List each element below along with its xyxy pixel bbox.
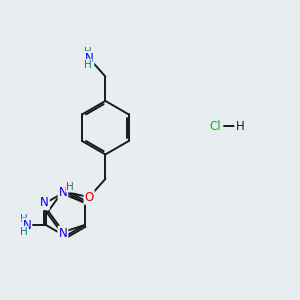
Text: H: H	[84, 46, 92, 57]
Text: H: H	[20, 214, 28, 224]
Text: N: N	[58, 227, 67, 240]
Text: H: H	[236, 120, 244, 133]
Text: N: N	[40, 196, 49, 209]
Text: O: O	[84, 191, 94, 204]
Text: N: N	[58, 186, 67, 199]
Text: Cl: Cl	[210, 120, 221, 133]
Text: N: N	[22, 218, 31, 232]
Text: N: N	[58, 229, 67, 242]
Text: H: H	[67, 182, 74, 192]
Text: N: N	[85, 52, 93, 65]
Text: H: H	[20, 226, 28, 237]
Text: H: H	[84, 60, 92, 70]
